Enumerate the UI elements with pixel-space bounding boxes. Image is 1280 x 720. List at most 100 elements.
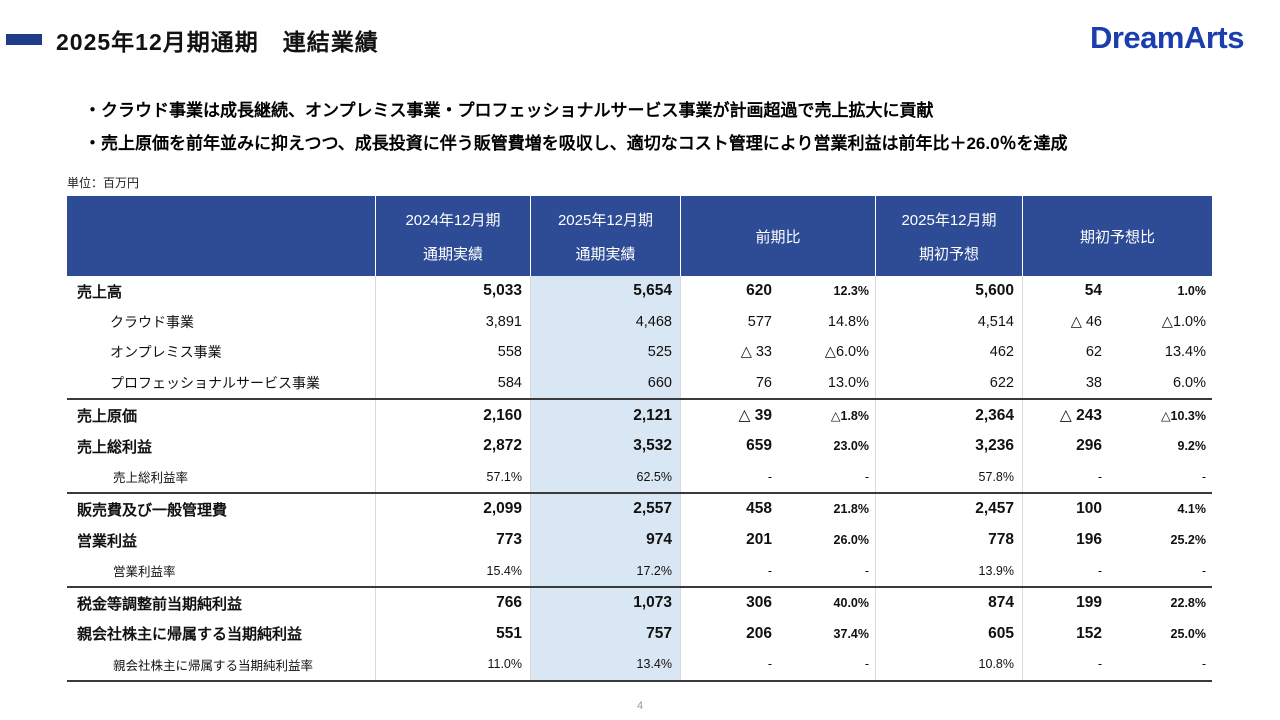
forecast-cell: 2,364: [875, 400, 1022, 431]
row-label: 親会社株主に帰属する当期純利益: [77, 626, 303, 644]
fy2025-actual-cell: 2,557: [530, 494, 680, 525]
header-yoy-label: 前期比: [755, 228, 801, 246]
vs-forecast-pct-cell: 9.2%: [1177, 439, 1207, 454]
fy2024-actual-cell: 11.0%: [375, 649, 530, 680]
fy2025-actual-cell: 4,468: [530, 306, 680, 338]
fy2024-actual-cell: 3,891: [375, 306, 530, 338]
fy2025-actual-cell: 5,654: [530, 276, 680, 307]
forecast-cell: 778: [875, 524, 1022, 556]
row-label: プロフェッショナルサービス事業: [110, 375, 320, 392]
vs-forecast-diff-cell: 152: [1022, 618, 1120, 650]
vs-forecast-diff-cell: -: [1022, 461, 1120, 493]
row-label: 売上高: [77, 283, 123, 301]
row-label: 売上総利益率: [113, 471, 189, 486]
row-label: 親会社株主に帰属する当期純利益率: [113, 658, 314, 673]
bullet-item: ・クラウド事業は成長継続、オンプレミス事業・プロフェッショナルサービス事業が計画…: [84, 101, 934, 120]
yoy-diff-cell: △ 39: [680, 400, 790, 431]
fy2024-actual-cell: 5,033: [375, 276, 530, 307]
fy2025-actual-cell: 757: [530, 618, 680, 650]
yoy-pct-cell: 13.0%: [827, 375, 869, 392]
yoy-diff-cell: 577: [680, 306, 790, 338]
fy2025-actual-cell: 3,532: [530, 430, 680, 462]
row-label: 販売費及び一般管理費: [77, 501, 228, 519]
fy2024-actual-cell: 2,160: [375, 400, 530, 431]
forecast-cell: 5,600: [875, 276, 1022, 307]
header-forecast-line2: 期初予想: [918, 245, 979, 263]
yoy-diff-cell: -: [680, 461, 790, 493]
dreamarts-logo: DreamArts: [1089, 20, 1245, 55]
header-fy2025-line1: 2025年12月期: [557, 211, 654, 229]
fy2025-actual-cell: 974: [530, 524, 680, 556]
vs-forecast-pct-cell: 4.1%: [1177, 502, 1207, 517]
table-row: 営業利益 773 974 201 26.0% 778 196 25.2%: [67, 524, 1212, 556]
vs-forecast-diff-cell: -: [1022, 555, 1120, 586]
vs-forecast-pct-cell: 25.2%: [1170, 533, 1206, 548]
yoy-diff-cell: 620: [680, 276, 790, 307]
forecast-cell: 462: [875, 337, 1022, 368]
table-row: プロフェッショナルサービス事業 584 660 76 13.0% 622 38 6.0%: [67, 367, 1212, 399]
table-row: 売上高 5,033 5,654 620 12.3% 5,600 54 1.0%: [67, 276, 1212, 307]
vs-forecast-pct-cell: -: [1201, 469, 1206, 484]
forecast-cell: 10.8%: [875, 649, 1022, 680]
table-row: 税金等調整前当期純利益 766 1,073 306 40.0% 874 199 22.8%: [67, 585, 1212, 619]
yoy-diff-cell: 458: [680, 494, 790, 525]
results-table: 2024年12月期 通期実績 2025年12月期 通期実績 前期比 2025年1…: [67, 196, 1212, 682]
fy2025-actual-cell: 17.2%: [530, 555, 680, 586]
table-row: 親会社株主に帰属する当期純利益率 11.0% 13.4% - -10.8% - -: [67, 649, 1212, 680]
yoy-diff-cell: 206: [680, 618, 790, 650]
page-number: 4: [636, 700, 644, 712]
yoy-pct-cell: △6.0%: [824, 344, 869, 361]
bullet-item: ・売上原価を前年並みに抑えつつ、成長投資に伴う販管費増を吸収し、適切なコスト管理…: [84, 134, 1068, 153]
table-row: 売上総利益率 57.1% 62.5% - -57.8% - -: [67, 461, 1212, 493]
yoy-pct-cell: 21.8%: [833, 502, 869, 517]
fy2024-actual-cell: 551: [375, 618, 530, 650]
vs-forecast-pct-cell: △10.3%: [1160, 409, 1206, 424]
unit-label: 単位：百万円: [67, 176, 140, 190]
forecast-cell: 13.9%: [875, 555, 1022, 586]
vs-forecast-pct-cell: 13.4%: [1164, 344, 1206, 361]
fy2025-actual-cell: 1,073: [530, 587, 680, 619]
yoy-diff-cell: 659: [680, 430, 790, 462]
fy2025-actual-cell: 525: [530, 337, 680, 368]
header-vs-forecast: 期初予想比: [1022, 196, 1212, 276]
yoy-diff-cell: △ 33: [680, 337, 790, 368]
vs-forecast-diff-cell: 54: [1022, 276, 1120, 307]
yoy-pct-cell: 37.4%: [833, 626, 869, 641]
fy2025-actual-cell: 13.4%: [530, 649, 680, 680]
table-body: 売上高 5,033 5,654 620 12.3% 5,600 54 1.0% クラウド事業 3,…: [67, 276, 1212, 682]
header-forecast: 2025年12月期 期初予想: [875, 196, 1022, 276]
table-row: クラウド事業 3,891 4,468 577 14.8% 4,514 △ 46 △1.0%: [67, 306, 1212, 338]
yoy-diff-cell: 76: [680, 367, 790, 399]
fy2024-actual-cell: 766: [375, 587, 530, 619]
yoy-pct-cell: 26.0%: [833, 533, 869, 548]
vs-forecast-diff-cell: 296: [1022, 430, 1120, 462]
fy2024-actual-cell: 2,099: [375, 494, 530, 525]
vs-forecast-diff-cell: 62: [1022, 337, 1120, 368]
yoy-pct-cell: -: [864, 563, 869, 578]
fy2024-actual-cell: 773: [375, 524, 530, 556]
vs-forecast-diff-cell: -: [1022, 649, 1120, 680]
yoy-diff-cell: 201: [680, 524, 790, 556]
row-label: クラウド事業: [110, 313, 194, 330]
header-fy2024: 2024年12月期 通期実績: [375, 196, 530, 276]
title-accent-bar: [6, 34, 42, 45]
header-blank-cell: [67, 196, 375, 276]
header-fy2025: 2025年12月期 通期実績: [530, 196, 680, 276]
forecast-cell: 622: [875, 367, 1022, 399]
vs-forecast-pct-cell: 1.0%: [1177, 284, 1207, 299]
page-title: 2025年12月期通期 連結業績: [56, 29, 379, 55]
yoy-diff-cell: -: [680, 649, 790, 680]
table-row: 営業利益率 15.4% 17.2% - -13.9% - -: [67, 555, 1212, 586]
bullet-list: ・クラウド事業は成長継続、オンプレミス事業・プロフェッショナルサービス事業が計画…: [84, 94, 1068, 160]
vs-forecast-pct-cell: 6.0%: [1172, 375, 1206, 392]
fy2024-actual-cell: 57.1%: [375, 461, 530, 493]
vs-forecast-pct-cell: 25.0%: [1170, 626, 1206, 641]
forecast-cell: 3,236: [875, 430, 1022, 462]
yoy-diff-cell: 306: [680, 587, 790, 619]
yoy-pct-cell: 12.3%: [833, 284, 869, 299]
vs-forecast-pct-cell: -: [1201, 563, 1206, 578]
yoy-pct-cell: 23.0%: [833, 439, 869, 454]
table-row: 売上総利益 2,872 3,532 659 23.0% 3,236 296 9.2%: [67, 430, 1212, 462]
vs-forecast-diff-cell: △ 243: [1022, 400, 1120, 431]
